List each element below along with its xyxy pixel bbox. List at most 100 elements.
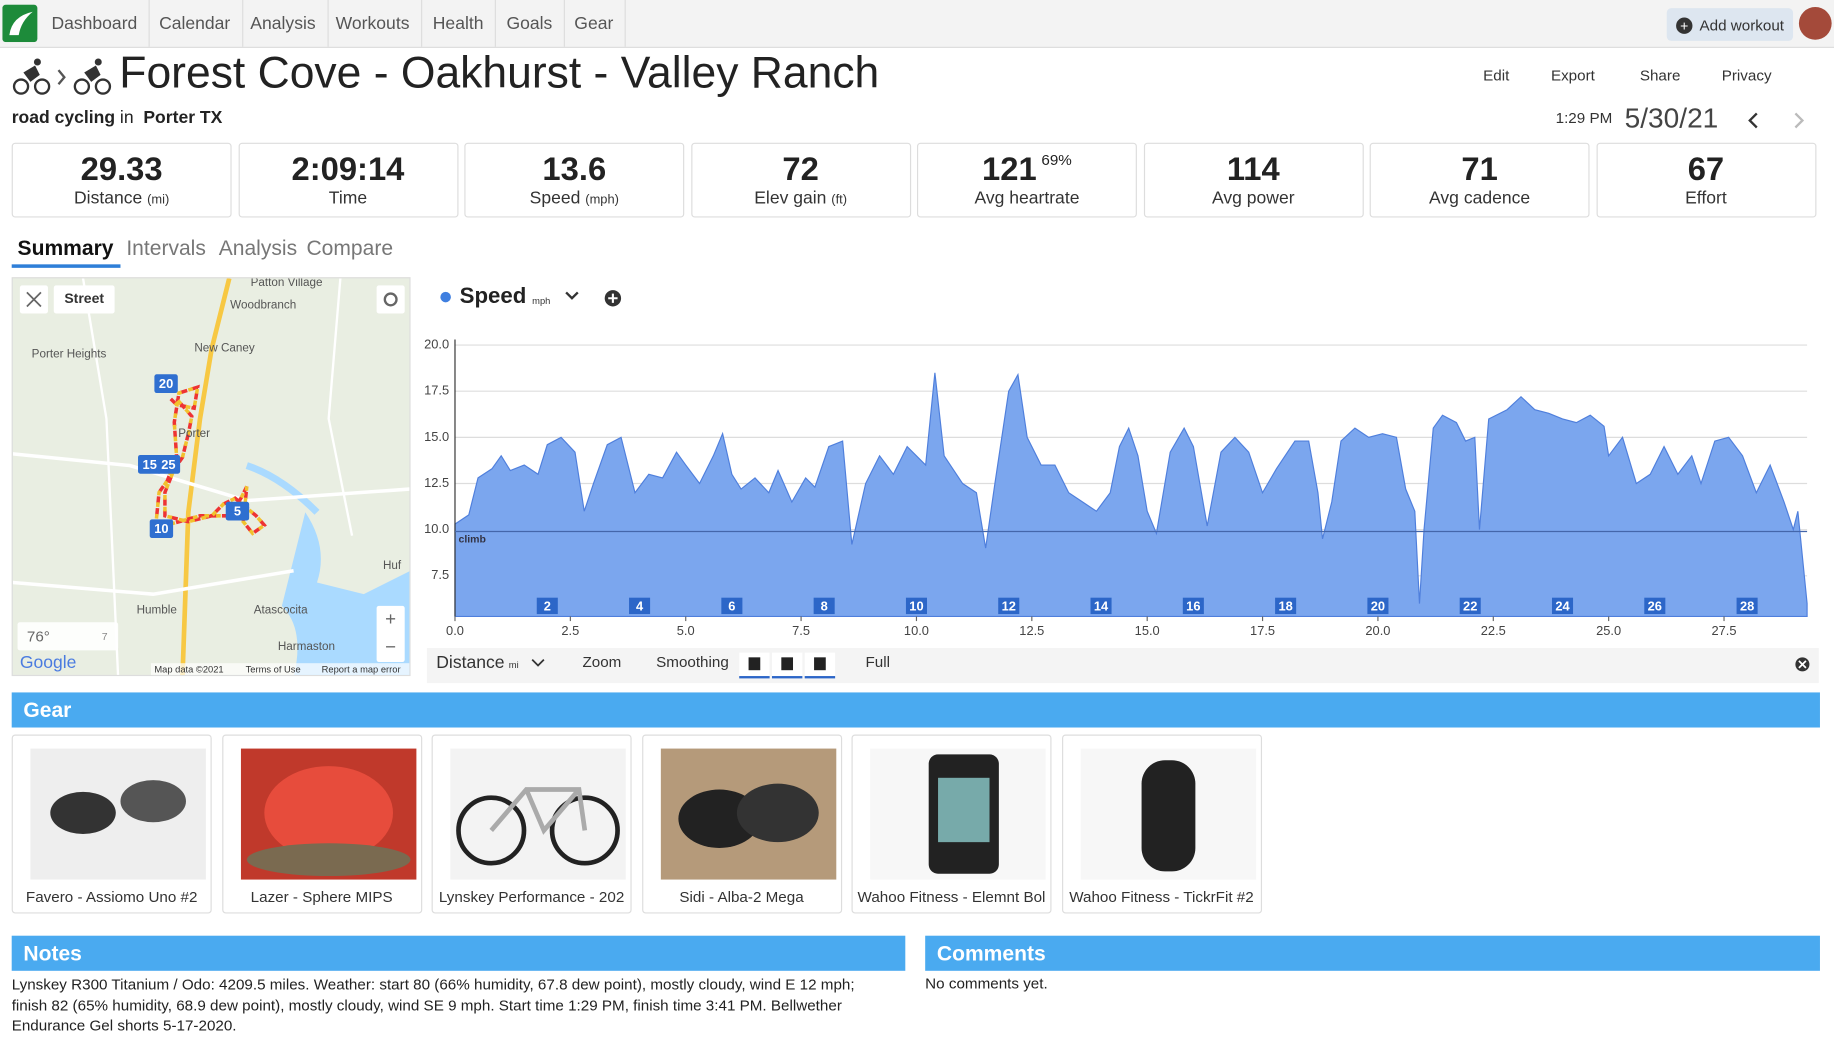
- subtitle: road cycling in Porter TX: [12, 108, 223, 128]
- subtitle-in: in: [119, 107, 134, 128]
- nav-item[interactable]: Gear: [563, 0, 627, 47]
- gear-caption: Lynskey Performance - 202: [438, 887, 625, 906]
- action-button[interactable]: Export: [1550, 66, 1595, 85]
- gear-image: [240, 748, 416, 880]
- x-tick-label: 15.0: [1135, 623, 1160, 638]
- action-button[interactable]: Edit: [1483, 66, 1510, 85]
- speed-area: [454, 372, 1808, 617]
- svg-text:+: +: [385, 608, 396, 629]
- add-workout-label[interactable]: Add workout: [1699, 16, 1785, 34]
- stat-value: 114: [1144, 151, 1362, 188]
- tab[interactable]: Analysis: [218, 236, 298, 260]
- distance-marker: [1090, 597, 1112, 615]
- map-place: Harmaston: [278, 640, 335, 653]
- date: 5/30/21: [1624, 102, 1719, 135]
- distance-marker: [1367, 597, 1389, 615]
- tab[interactable]: Compare: [306, 236, 394, 260]
- view-toggle-underline: [804, 676, 836, 679]
- map-marker-label: 5: [234, 504, 241, 519]
- view-toggle-underline: [739, 676, 770, 679]
- map-canvas[interactable]: + − Patton Village Woodbranch New Caney Port…: [12, 278, 411, 676]
- distance-marker: [1551, 597, 1574, 615]
- gear-card[interactable]: Wahoo Fitness - TickrFit #2: [1061, 734, 1262, 914]
- gear-card[interactable]: Sidi - Alba-2 Mega: [641, 734, 842, 914]
- gear-card[interactable]: Wahoo Fitness - Elemnt Bol: [851, 734, 1052, 914]
- chart-tool: Full: [866, 654, 890, 671]
- workout-title: Forest Cove - Oakhurst - Valley Ranch: [119, 49, 880, 99]
- date-nav[interactable]: [1743, 110, 1813, 131]
- stat-value: 29.33: [13, 151, 231, 188]
- map-marker-label: 15: [143, 457, 157, 472]
- stat-label-text: Time: [328, 188, 368, 209]
- x-tick-label: 22.5: [1481, 623, 1506, 638]
- nav-item[interactable]: Dashboard: [40, 0, 151, 47]
- map-attribution: Map data ©2021: [154, 665, 223, 675]
- distance-marker-label: 6: [728, 598, 735, 613]
- map-marker: [138, 454, 162, 474]
- distance-marker-label: 16: [1186, 598, 1200, 613]
- map-marker-label: 10: [154, 521, 168, 536]
- map-marker-label: 20: [159, 376, 173, 391]
- tab[interactable]: Summary: [17, 236, 114, 260]
- gear-card[interactable]: Favero - Assiomo Uno #2: [11, 734, 212, 914]
- stat-number: 71: [1461, 150, 1498, 188]
- map-attribution: Terms of Use: [246, 665, 301, 675]
- map-place: Porter: [178, 427, 210, 440]
- distance-marker: [905, 597, 927, 615]
- distance-marker-label: 12: [1002, 598, 1016, 613]
- view-toggle-underline: [771, 676, 803, 679]
- stat-label-text: Effort: [1685, 188, 1727, 209]
- distance-marker: [1459, 597, 1481, 615]
- distance-marker-label: 28: [1740, 598, 1754, 613]
- map-place: Huf: [383, 559, 402, 572]
- distance-marker: [1736, 597, 1758, 615]
- distance-marker: [1275, 597, 1297, 615]
- view-toggle-icon: [748, 657, 761, 671]
- gear-illustration: [246, 766, 410, 877]
- add-workout-button[interactable]: + Add workout: [1666, 8, 1794, 41]
- stat-label: Avg cadence: [1371, 188, 1589, 208]
- nav-item[interactable]: Analysis: [239, 0, 329, 47]
- stat-label: Distance (mi): [13, 188, 231, 208]
- nav-item[interactable]: Goals: [495, 0, 566, 47]
- x-tick-label: 0.0: [446, 623, 464, 638]
- stat-unit: (mi): [147, 192, 170, 208]
- map[interactable]: + − Patton Village Woodbranch New Caney Port…: [11, 277, 411, 677]
- avatar[interactable]: [1798, 7, 1832, 40]
- gear-caption: Lazer - Sphere MIPS: [250, 887, 393, 906]
- stat-box: 71 Avg cadence: [1369, 142, 1590, 218]
- activity-type: road cycling: [11, 107, 116, 128]
- x-tick-label: 7.5: [792, 623, 810, 638]
- gear-card[interactable]: Lazer - Sphere MIPS: [221, 734, 422, 914]
- stat-value: 13.6: [466, 151, 684, 188]
- distance-marker: [536, 597, 558, 615]
- gear-header: Gear: [11, 692, 1820, 728]
- nav-item[interactable]: Workouts: [324, 0, 423, 47]
- action-button[interactable]: Privacy: [1721, 66, 1772, 85]
- stat-box: 72 Elev gain (ft): [690, 142, 911, 218]
- map-marker-label: 25: [161, 457, 175, 472]
- action-button[interactable]: Share: [1639, 66, 1681, 85]
- logo[interactable]: [2, 4, 38, 43]
- stat-value: 71: [1371, 151, 1589, 188]
- gear-illustration: [50, 780, 186, 834]
- activity-icons: [12, 58, 112, 95]
- nav-item[interactable]: Health: [421, 0, 497, 47]
- stat-number: 29.33: [80, 150, 163, 188]
- map-place: Patton Village: [251, 278, 323, 289]
- chart-tool: Smoothing: [656, 654, 729, 671]
- distance-marker-label: 4: [636, 598, 644, 613]
- stat-number: 121: [982, 150, 1037, 188]
- stat-value: 2:09:14: [239, 151, 457, 188]
- gear-illustration: [456, 787, 620, 866]
- view-toggle-icon: [814, 657, 826, 671]
- notes-title: Notes: [23, 941, 82, 965]
- gear-card[interactable]: Lynskey Performance - 202: [431, 734, 632, 914]
- nav-item[interactable]: Calendar: [147, 0, 244, 47]
- top-nav: + Add workout Dashboard Calendar Analysis Wo…: [0, 0, 1834, 48]
- stat-label: Avg power: [1144, 188, 1362, 208]
- gear-illustration: [928, 754, 999, 874]
- tab[interactable]: Intervals: [126, 236, 206, 260]
- distance-marker-label: 20: [1371, 598, 1385, 613]
